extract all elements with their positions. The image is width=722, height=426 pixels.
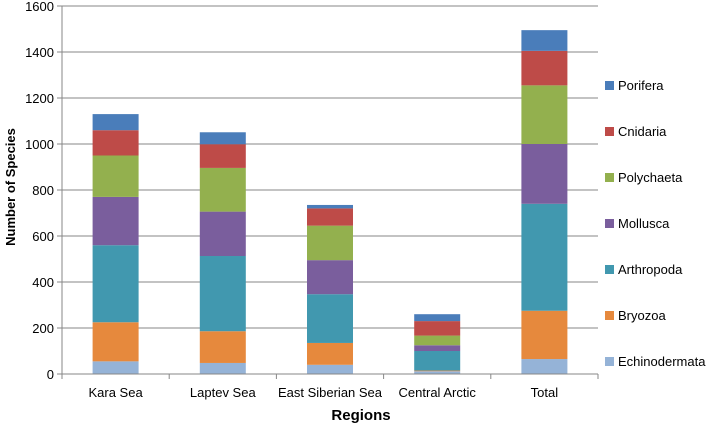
legend-swatch-mollusca bbox=[605, 219, 614, 228]
y-axis-title: Number of Species bbox=[3, 128, 18, 246]
y-tick-label: 1400 bbox=[25, 45, 54, 60]
bar-segment-mollusca bbox=[92, 196, 139, 246]
legend-swatch-echinodermata bbox=[605, 357, 614, 366]
y-tick-label: 0 bbox=[47, 367, 54, 382]
legend-swatch-porifera bbox=[605, 81, 614, 90]
x-axis-title: Regions bbox=[331, 407, 390, 424]
legend: Porifera Cnidaria Polychaeta Mollusca Arthro… bbox=[605, 78, 706, 369]
bar-segment-polychaeta bbox=[199, 167, 246, 212]
legend-label: Polychaeta bbox=[618, 170, 683, 185]
bar-segment-arthropoda bbox=[307, 294, 353, 343]
bars bbox=[92, 30, 568, 374]
legend-swatch-arthropoda bbox=[605, 265, 614, 274]
bar-segment-mollusca bbox=[307, 260, 353, 295]
y-tick-label: 1600 bbox=[25, 0, 54, 14]
bar-segment-bryozoa bbox=[199, 331, 246, 363]
bar-segment-cnidaria bbox=[92, 130, 139, 156]
y-tick-label: 200 bbox=[32, 321, 54, 336]
legend-label: Cnidaria bbox=[618, 124, 667, 139]
bar-segment-cnidaria bbox=[521, 50, 568, 86]
bar-segment-porifera bbox=[307, 204, 353, 209]
bar-segment-polychaeta bbox=[307, 225, 353, 261]
bar-segment-cnidaria bbox=[199, 144, 246, 168]
bar-segment-cnidaria bbox=[414, 321, 461, 336]
legend-label: Mollusca bbox=[618, 216, 670, 231]
bar-segment-echinodermata bbox=[199, 362, 246, 374]
bar-segment-mollusca bbox=[414, 345, 461, 351]
x-tick-label: Laptev Sea bbox=[190, 385, 257, 400]
x-tick-label: Total bbox=[531, 385, 559, 400]
legend-swatch-bryozoa bbox=[605, 311, 614, 320]
bar-segment-bryozoa bbox=[414, 370, 461, 372]
bar-segment-bryozoa bbox=[521, 310, 568, 360]
bar-segment-arthropoda bbox=[414, 351, 461, 371]
bar-segment-porifera bbox=[521, 30, 568, 51]
legend-swatch-polychaeta bbox=[605, 173, 614, 182]
legend-label: Bryozoa bbox=[618, 308, 666, 323]
bar-segment-echinodermata bbox=[307, 364, 353, 374]
bar-segment-cnidaria bbox=[307, 208, 353, 226]
bar-segment-bryozoa bbox=[307, 342, 353, 365]
y-tick-label: 1200 bbox=[25, 91, 54, 106]
bar-segment-polychaeta bbox=[92, 155, 139, 197]
x-tick-label: East Siberian Sea bbox=[278, 385, 383, 400]
bar-segment-echinodermata bbox=[414, 371, 461, 374]
bar-segment-echinodermata bbox=[92, 361, 139, 374]
bar-segment-mollusca bbox=[521, 144, 568, 204]
y-tick-label: 400 bbox=[32, 275, 54, 290]
legend-label: Arthropoda bbox=[618, 262, 683, 277]
legend-label: Porifera bbox=[618, 78, 664, 93]
bar-segment-arthropoda bbox=[199, 256, 246, 332]
x-tick-label: Central Arctic bbox=[399, 385, 477, 400]
y-tick-label: 1000 bbox=[25, 137, 54, 152]
bar-segment-mollusca bbox=[199, 211, 246, 257]
legend-swatch-cnidaria bbox=[605, 127, 614, 136]
y-tick-label: 600 bbox=[32, 229, 54, 244]
bar-segment-polychaeta bbox=[521, 85, 568, 144]
bar-segment-arthropoda bbox=[521, 203, 568, 311]
axes: 0 200 400 600 800 1000 1200 1400 1600 Kara Sea Lap… bbox=[25, 0, 599, 400]
bar-segment-porifera bbox=[199, 132, 246, 145]
y-tick-label: 800 bbox=[32, 183, 54, 198]
bar-segment-porifera bbox=[92, 114, 139, 131]
bar-segment-echinodermata bbox=[521, 359, 568, 374]
bar-segment-polychaeta bbox=[414, 335, 461, 346]
x-tick-label: Kara Sea bbox=[88, 385, 143, 400]
bar-segment-bryozoa bbox=[92, 322, 139, 362]
legend-label: Echinodermata bbox=[618, 354, 706, 369]
bar-segment-porifera bbox=[414, 314, 461, 322]
bar-segment-arthropoda bbox=[92, 245, 139, 323]
